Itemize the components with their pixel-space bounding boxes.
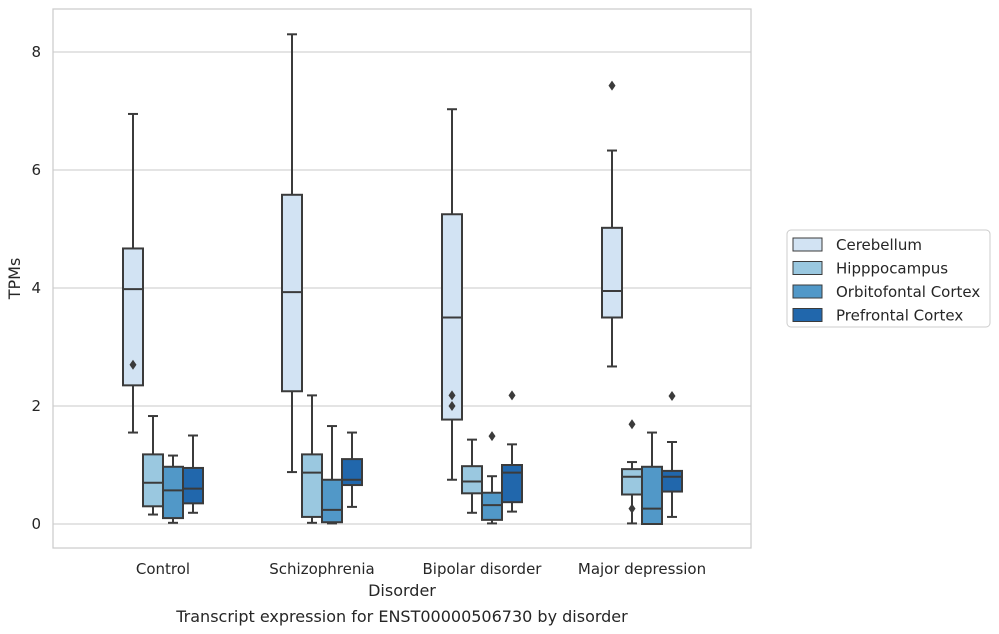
y-axis-label: TPMs: [5, 258, 24, 301]
box: [661, 469, 683, 493]
legend-swatch: [792, 261, 823, 275]
x-tick-label: Bipolar disorder: [423, 560, 543, 578]
legend-label: Orbitofontal Cortex: [836, 283, 980, 301]
outlier-point: [508, 390, 516, 401]
box: [621, 468, 643, 496]
box: [182, 466, 204, 505]
outlier-point: [668, 390, 676, 401]
outlier-point: [448, 401, 456, 411]
plot-frame: [52, 8, 752, 549]
x-tick-label: Control: [136, 560, 190, 578]
y-tick-label: 4: [31, 279, 41, 297]
outlier-point: [129, 359, 137, 370]
box: [341, 458, 363, 487]
box: [461, 465, 483, 495]
legend-label: Prefrontal Cortex: [836, 307, 963, 325]
box: [641, 465, 663, 525]
y-tick-label: 6: [31, 161, 41, 179]
boxplot-series: [122, 33, 683, 525]
x-tick-label: Schizophrenia: [269, 560, 374, 578]
y-tick-label: 8: [31, 43, 41, 61]
box: [162, 465, 184, 520]
box: [321, 478, 343, 524]
outlier-point: [628, 503, 636, 514]
plot-background: [53, 9, 751, 548]
legend-swatch: [792, 284, 823, 299]
box: [501, 464, 523, 504]
box: [601, 226, 623, 319]
y-tick-labels: 0 2 4 6 8: [31, 43, 41, 533]
box: [481, 491, 503, 521]
x-axis-label: Disorder: [368, 581, 436, 600]
y-tick-label: 0: [31, 515, 41, 533]
legend-label: Hipppocampus: [836, 260, 948, 278]
legend-swatch: [792, 308, 823, 322]
legend-frame: [786, 229, 991, 328]
legend: Cerebellum Hipppocampus Orbitofontal Corte…: [786, 229, 991, 328]
x-tick-label: Major depression: [578, 560, 706, 578]
box: [142, 453, 164, 508]
outlier-point: [608, 80, 616, 91]
box: [122, 247, 144, 387]
legend-label: Cerebellum: [836, 236, 922, 254]
y-tick-label: 2: [31, 397, 41, 415]
box: [301, 453, 323, 518]
outlier-point: [448, 390, 456, 401]
legend-swatch: [792, 237, 823, 252]
figure-caption: Transcript expression for ENST0000050673…: [175, 607, 628, 626]
x-tick-labels: Control Schizophrenia Bipolar disorder Majo…: [136, 560, 706, 578]
outlier-point: [628, 419, 636, 430]
outlier-point: [488, 431, 496, 442]
